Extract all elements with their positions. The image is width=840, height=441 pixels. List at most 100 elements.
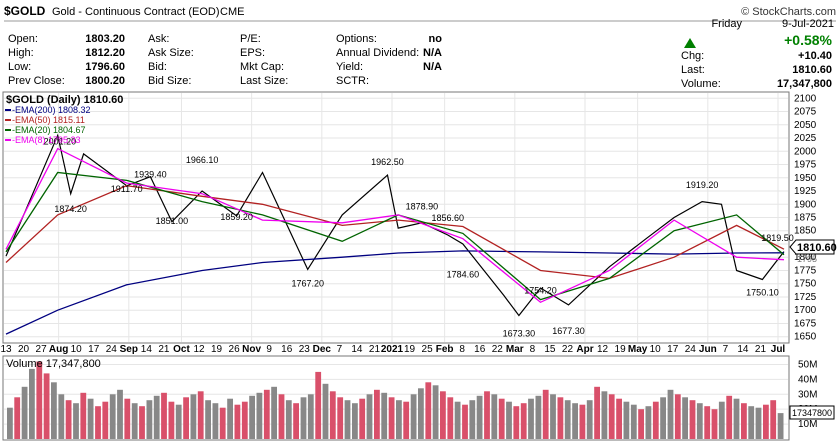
x-tick-label: 21 (369, 344, 381, 355)
volume-bar (689, 400, 696, 439)
price-tick-label: 1800 (794, 252, 817, 263)
x-tick-label: 22 (492, 344, 504, 355)
quote-label: Options: (336, 33, 377, 45)
x-tick-label: Dec (313, 344, 332, 355)
x-tick-label: 14 (737, 344, 749, 355)
x-tick-label: 19 (211, 344, 223, 355)
series-line-ema-50- (5, 185, 785, 280)
volume-bar (256, 392, 263, 439)
volume-bar (344, 400, 351, 439)
volume-bar (388, 397, 395, 439)
volume-bar (315, 371, 322, 439)
volume-bar (396, 400, 402, 439)
volume-bar (528, 398, 534, 439)
price-annotations: 2001.20 1874.20 1911.70 1939.40 1851.00 1966.… (44, 137, 794, 339)
volume-bar (696, 403, 703, 439)
volume-bar (43, 373, 50, 439)
x-tick-label: May (628, 344, 648, 355)
quote-label: Bid: (148, 61, 167, 73)
x-tick-label: 8 (530, 344, 536, 355)
price-annotation: 1754.20 (524, 285, 557, 295)
volume-tick-label: 10M (798, 419, 817, 430)
change-pct: +0.58% (784, 32, 832, 48)
volume-bar (234, 404, 241, 439)
volume-bar (337, 397, 344, 439)
volume-bar (476, 395, 483, 439)
volume-bar (80, 392, 87, 439)
quote-label: EPS: (240, 47, 265, 59)
volume-bar (190, 394, 197, 439)
price-annotation: 2001.20 (44, 137, 77, 147)
x-tick-label: 13 (0, 344, 12, 355)
price-panel-title: $GOLD (Daily) 1810.60 (6, 94, 123, 106)
price-annotation: 1911.70 (111, 184, 143, 194)
price-tick-label: 1925 (794, 186, 817, 197)
price-annotation: 1874.20 (54, 204, 87, 214)
price-annotation: 1962.50 (371, 157, 404, 167)
volume-bars (7, 361, 784, 439)
up-arrow-icon (684, 38, 696, 48)
price-tick-label: 1900 (794, 199, 817, 210)
price-annotation: 1819.50 (761, 233, 794, 243)
price-grid (4, 93, 788, 342)
price-annotation: 1919.20 (686, 180, 719, 190)
volume-bar (454, 401, 461, 439)
volume-bar (285, 400, 292, 439)
volume-bar (491, 394, 498, 439)
volume-bar (704, 406, 711, 439)
price-annotation: 1878.90 (406, 201, 439, 211)
volume-bar (674, 394, 681, 439)
volume-bar (418, 388, 424, 439)
x-tick-label: 16 (281, 344, 293, 355)
quote-table: Open: 1803.20 High: 1812.20 Low: 1796.60 Prev … (8, 33, 442, 87)
volume-bar (601, 391, 608, 439)
legend-entry: -EMA(200) 1808.32 (12, 105, 91, 115)
volume-bar (65, 400, 72, 439)
volume-bar (440, 391, 446, 439)
volume-bar (550, 394, 556, 439)
volume-bar (616, 398, 622, 439)
volume-bar (322, 383, 329, 439)
x-tick-label: Jun (699, 344, 717, 355)
series-line-ema-8- (5, 147, 785, 304)
volume-bar (117, 389, 123, 439)
x-tick-label: 21 (158, 344, 170, 355)
last-price-label: 1810.60 (797, 242, 837, 254)
volume-bar (726, 395, 733, 439)
volume-bar (506, 401, 512, 439)
x-tick-label: 26 (229, 344, 241, 355)
price-tick-label: 1650 (794, 332, 817, 343)
volume-bar (51, 382, 57, 439)
x-tick-label: 2021 (381, 344, 404, 355)
header: $GOLD Gold - Continuous Contract (EOD) C… (4, 4, 836, 90)
quote-value: 1796.60 (85, 61, 125, 73)
x-tick-label: 14 (141, 344, 153, 355)
volume-bar (175, 404, 182, 439)
quote-value: 1803.20 (85, 33, 125, 45)
price-annotation: 1859.20 (220, 212, 253, 222)
x-tick-label: 25 (422, 344, 434, 355)
volume-bar (410, 394, 417, 439)
x-tick-label: 8 (459, 344, 465, 355)
quote-label: Ask Size: (148, 47, 194, 59)
price-tick-label: 2000 (794, 146, 817, 157)
volume-bar (748, 406, 755, 439)
volume-bar (741, 403, 747, 439)
quote-label: Last Size: (240, 75, 288, 87)
quote-value: 1812.20 (85, 47, 125, 59)
volume-bar (29, 368, 35, 439)
volume-bar (586, 400, 593, 439)
x-tick-label: Apr (576, 344, 593, 355)
volume-bar (381, 392, 388, 439)
volume-bar (352, 403, 358, 439)
price-lines (5, 133, 785, 335)
volume-bar (432, 385, 439, 439)
price-tick-label: 2100 (794, 93, 817, 104)
volume-bar (542, 389, 549, 439)
price-tick-label: 2075 (794, 107, 817, 118)
volume-bar (374, 389, 380, 439)
x-tick-label: 10 (650, 344, 662, 355)
price-tick-label: 1725 (794, 292, 817, 303)
volume-bar (197, 391, 204, 439)
quote-value: 1800.20 (85, 75, 125, 87)
